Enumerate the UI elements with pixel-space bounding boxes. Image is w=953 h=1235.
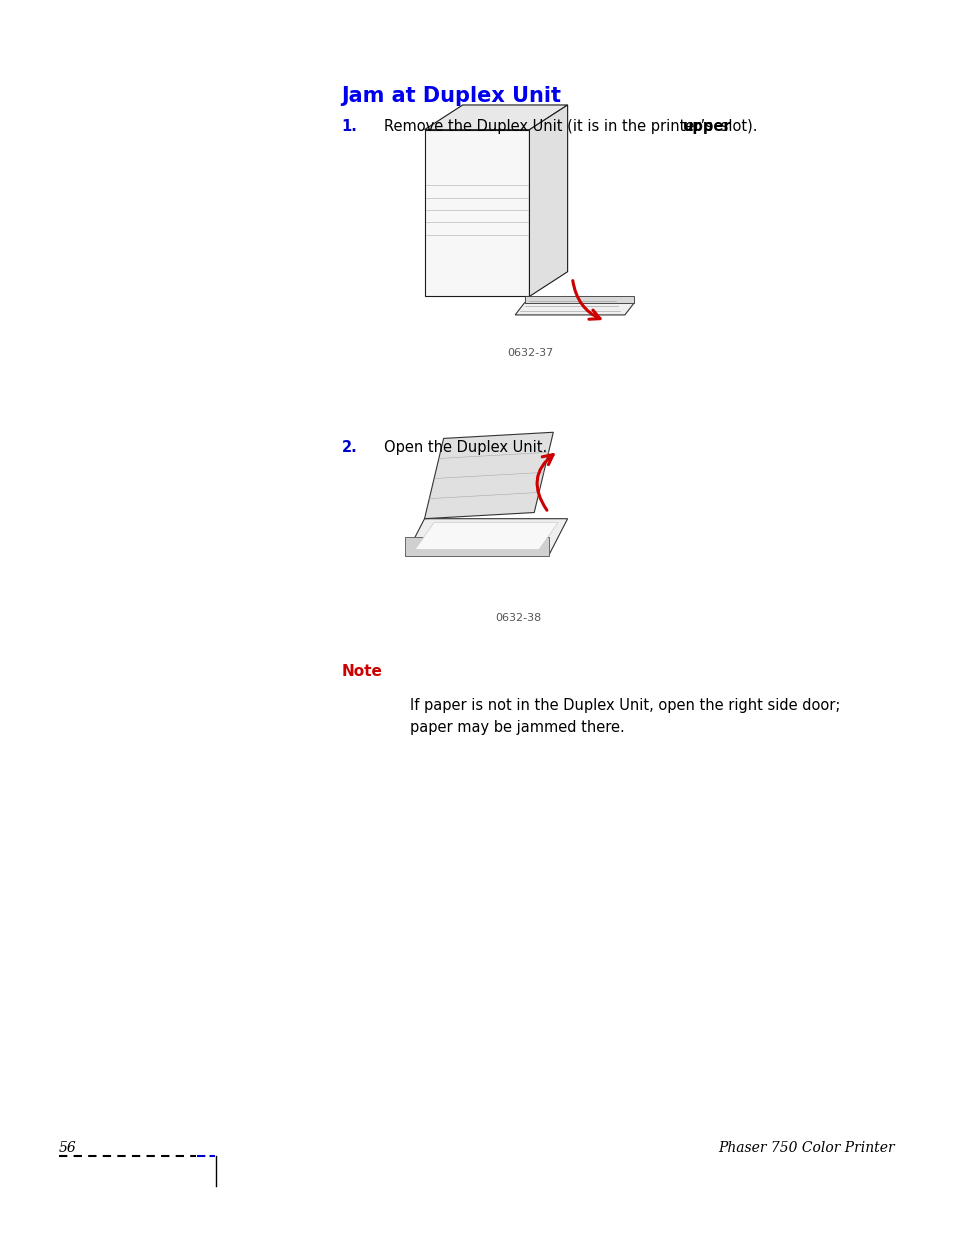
Text: 56: 56 — [59, 1141, 77, 1155]
Polygon shape — [515, 303, 634, 315]
Polygon shape — [424, 105, 567, 130]
Polygon shape — [415, 522, 558, 550]
Polygon shape — [424, 130, 529, 296]
Text: 0632-38: 0632-38 — [495, 613, 540, 622]
Polygon shape — [524, 296, 634, 303]
Text: Jam at Duplex Unit: Jam at Duplex Unit — [341, 86, 561, 106]
Text: If paper is not in the Duplex Unit, open the right side door;
paper may be jamme: If paper is not in the Duplex Unit, open… — [410, 698, 840, 735]
Text: Open the Duplex Unit.: Open the Duplex Unit. — [384, 440, 547, 454]
Text: slot).: slot). — [715, 119, 757, 133]
Text: Note: Note — [341, 664, 382, 679]
Polygon shape — [405, 519, 567, 556]
Text: 2.: 2. — [341, 440, 357, 454]
Text: 1.: 1. — [341, 119, 357, 133]
Polygon shape — [405, 537, 548, 556]
Text: 0632-37: 0632-37 — [507, 348, 553, 358]
Text: upper: upper — [682, 119, 731, 133]
Text: Remove the Duplex Unit (it is in the printer’s: Remove the Duplex Unit (it is in the pri… — [384, 119, 718, 133]
Polygon shape — [529, 105, 567, 296]
Polygon shape — [424, 432, 553, 519]
Text: Phaser 750 Color Printer: Phaser 750 Color Printer — [718, 1141, 894, 1155]
